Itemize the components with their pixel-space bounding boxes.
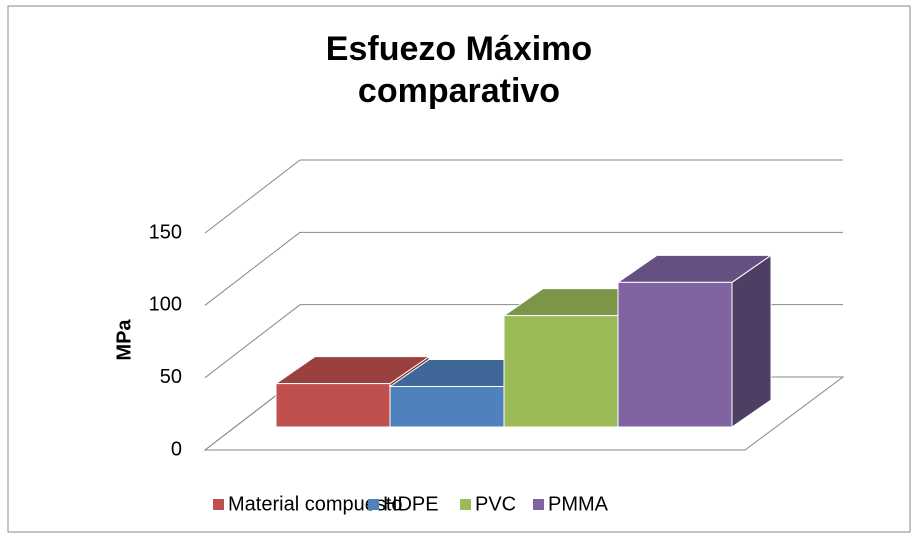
legend-label: PMMA [548, 493, 609, 515]
y-tick-label: 100 [149, 294, 182, 316]
legend-swatch [213, 499, 224, 510]
grid-line [204, 231, 301, 306]
grid-line [204, 159, 301, 234]
chart-title: Esfuezo Máximo comparativo [325, 30, 593, 110]
y-tick-label: 50 [160, 366, 182, 388]
bar [275, 383, 391, 428]
legend-swatch [533, 499, 544, 510]
bar-side [731, 254, 772, 428]
bar [617, 281, 733, 428]
legend-swatch [368, 499, 379, 510]
legend-swatch [460, 499, 471, 510]
legend-label: Material compuesto [228, 493, 403, 515]
bar [389, 385, 505, 428]
legend-label: PVC [475, 493, 516, 515]
legend-label: HDPE [383, 493, 439, 515]
bar [503, 315, 619, 428]
y-tick-label: 0 [171, 438, 182, 460]
y-axis-label: MPa [113, 319, 135, 361]
y-tick-label: 150 [149, 221, 182, 243]
grid-line [204, 304, 301, 379]
